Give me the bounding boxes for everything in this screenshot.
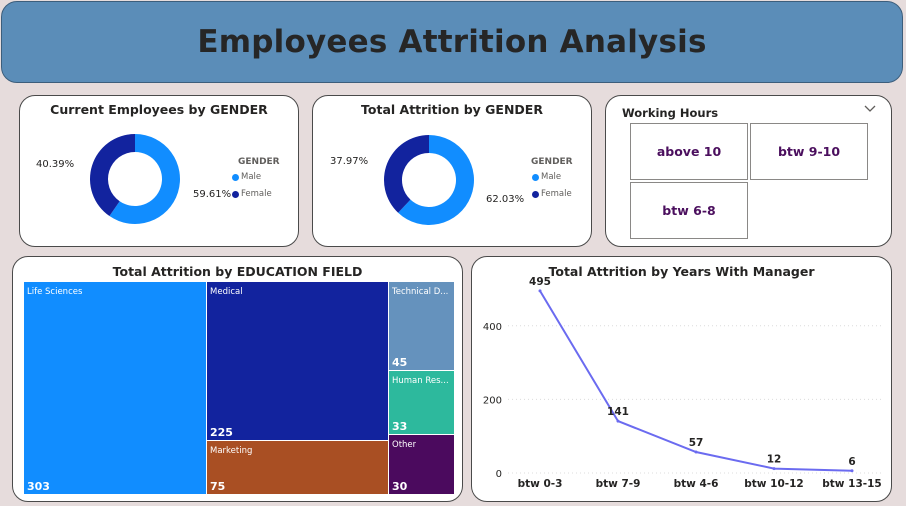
tile-value: 30 (392, 480, 408, 493)
slicer-option-btw-9-10[interactable]: btw 9-10 (750, 123, 868, 180)
female-percent-label: 37.97% (330, 156, 369, 167)
tile-label: Other (392, 440, 417, 450)
tile-label: Technical D... (392, 287, 449, 297)
years-with-manager-line-chart: 0 200 400 495 btw 0-3 141 btw 7-9 57 btw 4-6 12 bt… (483, 276, 882, 490)
treemap: Life Sciences 303 Medical 225 Marketing … (24, 282, 455, 495)
male-percent-label: 62.03% (486, 194, 525, 205)
treemap-tile-marketing[interactable]: Marketing 75 (207, 441, 389, 495)
male-legend-dot (232, 173, 239, 181)
slicer-option-btw-6-8[interactable]: btw 6-8 (630, 182, 748, 239)
treemap-tile-medical[interactable]: Medical 225 (207, 282, 389, 441)
treemap-title: Total Attrition by EDUCATION FIELD (112, 264, 363, 279)
legend-title: GENDER (238, 157, 280, 167)
current-employees-donut (90, 134, 180, 224)
data-label: 141 (607, 406, 629, 418)
tile-value: 45 (392, 356, 408, 369)
slicer-option-above-10[interactable]: above 10 (630, 123, 748, 180)
female-percent-label: 40.39% (36, 159, 75, 170)
years-with-manager-line-card: Total Attrition by Years With Manager 0 2… (471, 256, 892, 502)
tile-label: Marketing (210, 446, 253, 456)
attrition-gender-donut (384, 135, 474, 225)
y-tick-label: 0 (496, 469, 502, 480)
line-point[interactable] (850, 469, 854, 473)
treemap-tile-life-sciences[interactable]: Life Sciences 303 (24, 282, 207, 495)
tile-value: 75 (210, 480, 226, 493)
x-tick-label: btw 0-3 (518, 478, 563, 490)
current-employees-gender-title: Current Employees by GENDER (50, 102, 268, 117)
donut-slice-female[interactable] (384, 135, 429, 213)
legend-item-male[interactable]: Male (232, 172, 261, 182)
x-tick-label: btw 10-12 (744, 478, 803, 490)
male-percent-label: 59.61% (193, 189, 232, 200)
tile-label: Life Sciences (27, 287, 83, 297)
data-label: 57 (689, 437, 704, 449)
tile-label: Human Res... (392, 376, 449, 386)
data-label: 6 (848, 456, 855, 468)
donut-slice-female[interactable] (90, 134, 135, 217)
legend-item-female[interactable]: Female (232, 189, 272, 199)
donut-slice-male[interactable] (109, 134, 180, 224)
tile-value: 303 (27, 480, 50, 493)
slicer-title: Working Hours (622, 106, 719, 120)
legend-item-male[interactable]: Male (532, 172, 561, 182)
tile-value: 33 (392, 420, 408, 433)
line-chart-title: Total Attrition by Years With Manager (548, 264, 815, 279)
donut-slice-male[interactable] (398, 135, 474, 225)
tile-value: 225 (210, 426, 233, 439)
female-legend-dot (232, 190, 239, 198)
y-tick-label: 200 (483, 395, 502, 406)
page-title: Employees Attrition Analysis (197, 24, 707, 60)
y-tick-label: 400 (483, 322, 502, 333)
legend-item-female[interactable]: Female (532, 189, 572, 199)
line-point[interactable] (538, 289, 542, 293)
legend-label-female: Female (541, 189, 572, 199)
treemap-tile-technical-degree[interactable]: Technical D... 45 (389, 282, 455, 371)
x-tick-label: btw 7-9 (596, 478, 641, 490)
legend-label-male: Male (241, 172, 262, 182)
line-point[interactable] (772, 467, 776, 471)
tile-label: Medical (210, 287, 243, 297)
data-label: 495 (529, 276, 551, 288)
line-point[interactable] (616, 419, 620, 423)
attrition-gender-title: Total Attrition by GENDER (361, 102, 543, 117)
female-legend-dot (532, 190, 539, 198)
treemap-tile-human-resources[interactable]: Human Res... 33 (389, 371, 455, 435)
attrition-gender-card: Total Attrition by GENDER 37.97% 62.03% … (312, 95, 592, 247)
legend-label-female: Female (241, 189, 272, 199)
line-point[interactable] (694, 450, 698, 454)
x-tick-label: btw 13-15 (822, 478, 881, 490)
title-banner: Employees Attrition Analysis (1, 1, 903, 83)
working-hours-slicer: Working Hours above 10 btw 9-10 btw 6-8 (605, 95, 892, 247)
current-employees-gender-card: Current Employees by GENDER 40.39% 59.61… (19, 95, 299, 247)
treemap-tile-other[interactable]: Other 30 (389, 435, 455, 495)
legend-title: GENDER (531, 157, 573, 167)
data-label: 12 (767, 454, 782, 466)
x-tick-label: btw 4-6 (674, 478, 719, 490)
legend-label-male: Male (541, 172, 562, 182)
male-legend-dot (532, 173, 539, 181)
chevron-down-icon[interactable] (863, 104, 877, 114)
education-field-treemap-card: Total Attrition by EDUCATION FIELD Life … (12, 256, 463, 502)
